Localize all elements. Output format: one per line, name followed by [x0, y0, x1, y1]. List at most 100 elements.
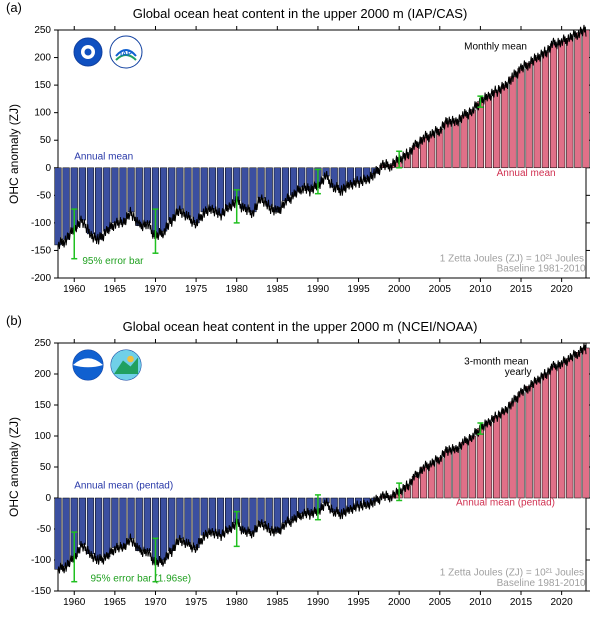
bar-2023 [583, 348, 590, 498]
annotation-annual_mean_right: Annual mean (pentad) [456, 497, 555, 508]
bar-2009 [469, 436, 476, 498]
bar-2013 [501, 85, 508, 168]
svg-text:2015: 2015 [510, 597, 533, 608]
bar-2014 [510, 77, 517, 168]
bar-2015 [518, 69, 525, 168]
svg-text:1985: 1985 [266, 284, 289, 295]
bar-2007 [453, 448, 460, 498]
svg-text:OHC anomaly (ZJ): OHC anomaly (ZJ) [7, 417, 21, 517]
bar-1983 [258, 498, 265, 523]
bar-1966 [120, 168, 127, 223]
bar-2016 [526, 386, 533, 498]
bar-2017 [534, 58, 541, 168]
svg-text:-100: -100 [31, 218, 51, 229]
bar-1969 [144, 168, 151, 223]
bar-1972 [168, 498, 175, 551]
svg-text:2005: 2005 [429, 284, 452, 295]
bar-2022 [575, 352, 582, 498]
bar-1961 [79, 168, 86, 220]
svg-text:1960: 1960 [63, 597, 86, 608]
svg-text:1980: 1980 [226, 284, 249, 295]
bar-2006 [445, 450, 452, 498]
logo-badge-1: IAP [110, 36, 142, 68]
svg-text:1995: 1995 [347, 597, 370, 608]
svg-text:2000: 2000 [388, 284, 411, 295]
svg-text:50: 50 [40, 462, 52, 473]
bar-1967 [128, 498, 135, 538]
bar-1976 [201, 168, 208, 212]
bar-2019 [550, 44, 557, 168]
bar-1968 [136, 498, 143, 551]
svg-text:1970: 1970 [144, 284, 167, 295]
annotation-annual_mean_right: Annual mean [497, 168, 556, 179]
bar-1963 [95, 168, 102, 240]
chart-b: -150-100-5005010015020025019601965197019… [0, 313, 600, 626]
bar-1978 [217, 168, 224, 215]
svg-text:100: 100 [34, 108, 51, 119]
bar-1958 [55, 168, 62, 245]
svg-text:1970: 1970 [144, 597, 167, 608]
annotation-monthly_mean: 3-month mean [464, 357, 528, 368]
bar-2020 [558, 41, 565, 168]
bar-2023 [583, 30, 590, 168]
bar-1977 [209, 168, 216, 209]
bar-2006 [445, 121, 452, 168]
bar-1977 [209, 498, 216, 532]
annotation-footnote2: Baseline 1981-2010 [497, 263, 586, 274]
bar-2011 [485, 422, 492, 498]
bar-2020 [558, 363, 565, 498]
bar-1959 [63, 168, 70, 240]
bar-2005 [436, 458, 443, 498]
svg-text:1965: 1965 [104, 597, 127, 608]
bar-2012 [493, 416, 500, 498]
svg-text:1975: 1975 [185, 284, 208, 295]
svg-text:-200: -200 [31, 273, 51, 284]
bar-2010 [477, 102, 484, 168]
svg-text:0: 0 [45, 493, 51, 504]
svg-text:1980: 1980 [226, 597, 249, 608]
bar-1959 [63, 498, 70, 566]
svg-text:OHC anomaly (ZJ): OHC anomaly (ZJ) [7, 104, 21, 204]
svg-text:-50: -50 [37, 190, 52, 201]
logo-badge-0 [73, 350, 103, 380]
bar-2016 [526, 63, 533, 168]
svg-text:1960: 1960 [63, 284, 86, 295]
bar-2021 [566, 359, 573, 499]
bar-1964 [103, 168, 110, 231]
bar-2013 [501, 410, 508, 498]
svg-text:2000: 2000 [388, 597, 411, 608]
bar-1966 [120, 498, 127, 548]
svg-text:0: 0 [45, 163, 51, 174]
annotation-annual_mean_left: Annual mean [74, 152, 133, 163]
bar-1983 [258, 168, 265, 198]
panel-a: (a) Global ocean heat content in the upp… [0, 0, 600, 313]
bar-1961 [79, 498, 86, 545]
bar-1971 [160, 168, 167, 231]
svg-text:IAP: IAP [120, 51, 132, 58]
bar-1974 [185, 168, 192, 218]
bar-2014 [510, 402, 517, 498]
chart-a: -200-150-100-500501001502002501960196519… [0, 0, 600, 313]
svg-text:2020: 2020 [551, 284, 574, 295]
svg-text:-150: -150 [31, 586, 51, 597]
annotation-error_label: 95% error bar (1.96se) [90, 574, 191, 585]
panel-b: (b) Global ocean heat content in the upp… [0, 313, 600, 626]
svg-text:-150: -150 [31, 245, 51, 256]
svg-text:1990: 1990 [307, 284, 330, 295]
bar-2008 [461, 442, 468, 498]
bar-2010 [477, 429, 484, 498]
svg-text:200: 200 [34, 369, 51, 380]
bar-1965 [112, 498, 119, 548]
svg-text:1985: 1985 [266, 597, 289, 608]
svg-text:2010: 2010 [469, 597, 492, 608]
bar-1971 [160, 498, 167, 560]
bar-1958 [55, 498, 62, 569]
bar-1963 [95, 498, 102, 560]
annotation-footnote2: Baseline 1981-2010 [497, 578, 586, 589]
bar-1972 [168, 168, 175, 220]
bar-2021 [566, 38, 573, 168]
bar-2012 [493, 91, 500, 168]
svg-text:150: 150 [34, 80, 51, 91]
svg-text:2020: 2020 [551, 597, 574, 608]
bar-1962 [87, 168, 94, 234]
